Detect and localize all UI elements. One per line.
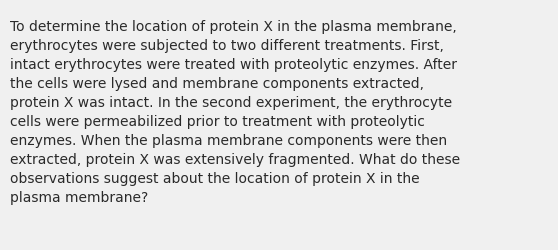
Text: To determine the location of protein X in the plasma membrane,
erythrocytes were: To determine the location of protein X i…	[10, 20, 460, 204]
